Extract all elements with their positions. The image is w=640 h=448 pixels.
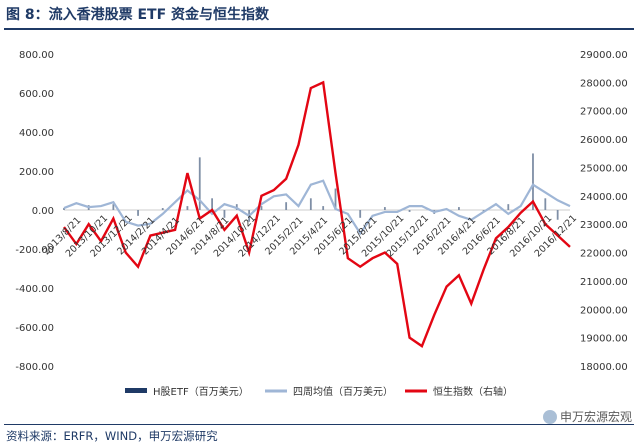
y-left-tick-label: 600.00: [19, 89, 54, 100]
title-divider: [4, 28, 634, 30]
etf-bar: [137, 210, 139, 216]
wechat-icon: [542, 410, 557, 424]
y-left-tick-label: 0.00: [32, 206, 54, 217]
etf-bar: [198, 157, 201, 210]
y-left-tick-label: -800.00: [15, 362, 54, 373]
etf-bar: [186, 206, 189, 210]
etf-bar: [507, 204, 510, 210]
etf-bar: [211, 198, 213, 210]
y-right-tick-label: 18000.00: [580, 362, 628, 373]
y-left-tick-label: 400.00: [19, 128, 54, 139]
y-right-tick-label: 26000.00: [580, 135, 628, 146]
etf-bar: [556, 210, 559, 220]
etf-bar: [63, 208, 65, 210]
etf-bar: [408, 210, 411, 212]
etf-bar: [223, 210, 226, 218]
y-left-tick-label: -400.00: [15, 284, 54, 295]
four-week-average-line: [63, 179, 571, 236]
legend-label: H股ETF（百万美元）: [153, 385, 249, 398]
chart-canvas: 800.00 600.00 400.00 200.00 0.00 -200.00 -400.…: [15, 50, 628, 398]
y-right-tick-label: 22000.00: [580, 249, 628, 260]
y-right-tick-label: 19000.00: [580, 334, 628, 345]
chart-title: 图 8：流入香港股票 ETF 资金与恒生指数: [6, 7, 270, 23]
etf-bar: [532, 153, 534, 210]
etf-bar: [161, 208, 164, 210]
etf-bar: [544, 198, 547, 210]
source-divider: [4, 424, 634, 425]
y-right-tick-label: 27000.00: [580, 107, 628, 118]
etf-bar: [322, 206, 325, 210]
etf-bar: [309, 198, 312, 210]
y-left-tick-label: -600.00: [15, 323, 54, 334]
y-right-tick-label: 20000.00: [580, 305, 628, 316]
etf-bar: [260, 206, 263, 210]
y-right-tick-label: 23000.00: [580, 220, 628, 231]
y-left-tick-label: 800.00: [19, 50, 54, 61]
hang-seng-index-line: [63, 80, 571, 348]
y-left-tick-label: -200.00: [15, 245, 54, 256]
y-right-tick-label: 25000.00: [580, 163, 628, 174]
source-note: 资料来源：ERFR，WIND，申万宏源研究: [6, 429, 218, 443]
watermark: 申万宏源宏观: [542, 408, 632, 425]
legend-swatch-bars: [125, 388, 147, 393]
etf-bar: [383, 207, 386, 210]
etf-bar: [458, 207, 460, 210]
etf-bar: [334, 188, 337, 210]
legend-label: 四周均值（百万美元）: [293, 385, 393, 398]
watermark-text: 申万宏源宏观: [559, 410, 632, 424]
y-left-tick-label: 200.00: [19, 167, 54, 178]
etf-bar: [112, 204, 115, 210]
y-right-tick-label: 28000.00: [580, 78, 628, 89]
etf-bar: [285, 202, 288, 210]
y-right-tick-label: 29000.00: [580, 50, 628, 61]
etf-bar: [359, 210, 362, 218]
legend-label: 恒生指数（右轴）: [433, 385, 513, 398]
y-right-tick-label: 21000.00: [580, 277, 628, 288]
y-right-tick-label: 24000.00: [580, 192, 628, 203]
